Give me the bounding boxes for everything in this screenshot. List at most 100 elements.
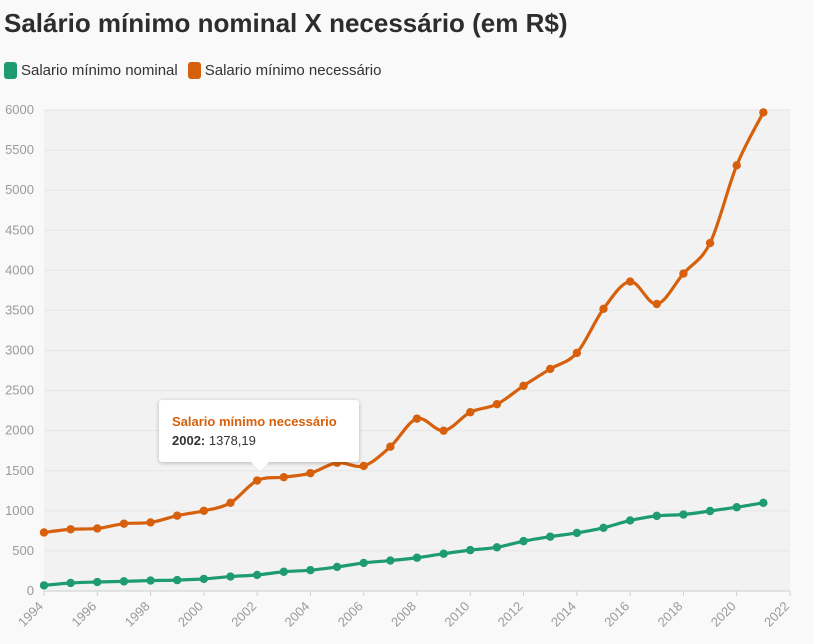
data-point [412, 553, 422, 562]
data-point [732, 503, 741, 512]
x-tick-label: 2000 [175, 599, 206, 630]
y-tick-label: 2000 [5, 423, 34, 438]
data-point [199, 574, 209, 584]
legend-item-nominal[interactable]: Salario mínimo nominal [4, 62, 178, 79]
data-point [679, 269, 688, 278]
tooltip-value: 1378,19 [208, 433, 256, 448]
data-point [386, 442, 395, 451]
data-point [439, 426, 448, 435]
data-point [119, 519, 129, 528]
x-tick-label: 2014 [548, 599, 579, 630]
data-point [66, 525, 75, 534]
data-point [199, 506, 209, 516]
series-line-nominal [42, 501, 765, 587]
data-point [705, 506, 715, 516]
data-point [359, 461, 368, 471]
series-lines [42, 110, 765, 587]
data-point [226, 572, 235, 581]
y-tick-label: 2500 [5, 383, 34, 398]
data-point [386, 556, 395, 565]
data-point [306, 565, 315, 575]
legend: Salario mínimo nominal Salario mínimo ne… [4, 62, 381, 79]
x-tick-label: 2022 [761, 599, 792, 630]
data-point [599, 523, 608, 533]
data-point [173, 575, 182, 585]
data-point [652, 511, 661, 521]
data-point [492, 543, 502, 552]
data-point [146, 576, 155, 585]
x-tick-label: 1994 [15, 599, 46, 630]
y-tick-label: 4000 [5, 262, 34, 277]
x-tick-label: 2004 [281, 599, 312, 630]
y-tick-label: 500 [12, 543, 34, 558]
data-point [66, 578, 75, 588]
data-point [679, 510, 688, 519]
data-point [332, 562, 342, 572]
series-points [39, 108, 768, 590]
data-point [546, 532, 555, 541]
x-tick-label: 1998 [122, 599, 153, 630]
data-point [732, 161, 741, 170]
data-point [252, 570, 262, 580]
y-axis: 0 500 1000 1500 2000 2500 3000 3500 4000 4500 5000… [5, 102, 34, 598]
data-point [466, 408, 475, 417]
data-point [226, 498, 235, 508]
tooltip-body: 2002: 1378,19 [172, 433, 347, 448]
y-tick-label: 6000 [5, 102, 34, 117]
x-tick-label: 2006 [335, 599, 366, 630]
data-point [439, 549, 448, 558]
data-point [93, 577, 102, 587]
x-axis: 1994 1996 1998 2000 2002 2004 2006 2008 2010 2012… [15, 591, 792, 630]
x-tick-label: 2010 [441, 599, 472, 630]
x-tick-label: 2016 [601, 599, 632, 630]
tooltip-year: 2002: [172, 433, 206, 448]
tooltip: Salario mínimo necessário 2002: 1378,19 [159, 400, 359, 471]
data-point [759, 498, 768, 508]
data-point [466, 545, 475, 555]
x-tick-label: 1996 [68, 599, 99, 630]
y-tick-label: 5000 [5, 182, 34, 197]
y-tick-label: 1000 [5, 503, 34, 518]
y-tick-label: 5500 [5, 142, 34, 157]
data-point [252, 476, 262, 485]
legend-label-nominal: Salario mínimo nominal [21, 62, 178, 79]
x-tick-label: 2002 [228, 599, 259, 630]
y-tick-label: 3500 [5, 302, 34, 317]
data-point [652, 299, 661, 309]
legend-swatch-nominal [4, 62, 17, 79]
tooltip-series-name: Salario mínimo necessário [172, 414, 337, 429]
data-point [279, 472, 288, 482]
y-tick-label: 1500 [5, 463, 34, 478]
data-point [119, 577, 129, 586]
data-point [412, 414, 422, 423]
data-point [306, 468, 315, 478]
x-tick-label: 2008 [388, 599, 419, 630]
data-point [146, 518, 155, 527]
data-point [705, 238, 715, 248]
y-tick-label: 3000 [5, 343, 34, 358]
data-point [625, 277, 635, 286]
x-tick-label: 2020 [708, 599, 739, 630]
chart-title: Salário mínimo nominal X necessário (em … [4, 8, 568, 38]
legend-swatch-necessario [187, 62, 201, 79]
data-point [546, 364, 555, 374]
y-tick-label: 4500 [5, 222, 34, 237]
grid-lines [44, 109, 790, 592]
data-point [759, 108, 768, 117]
data-point [39, 581, 49, 590]
data-point [279, 567, 288, 576]
series-line-necessario [42, 110, 765, 535]
data-point [519, 381, 528, 390]
data-point [93, 524, 102, 533]
legend-item-necessario[interactable]: Salario mínimo necessário [187, 62, 381, 79]
data-point [625, 516, 635, 525]
data-point [39, 528, 49, 537]
data-point [173, 511, 182, 520]
x-tick-label: 2018 [654, 599, 685, 630]
data-point [572, 528, 582, 538]
data-point [359, 558, 368, 568]
x-tick-label: 2012 [495, 599, 526, 630]
data-point [492, 400, 502, 409]
data-point [519, 536, 528, 546]
